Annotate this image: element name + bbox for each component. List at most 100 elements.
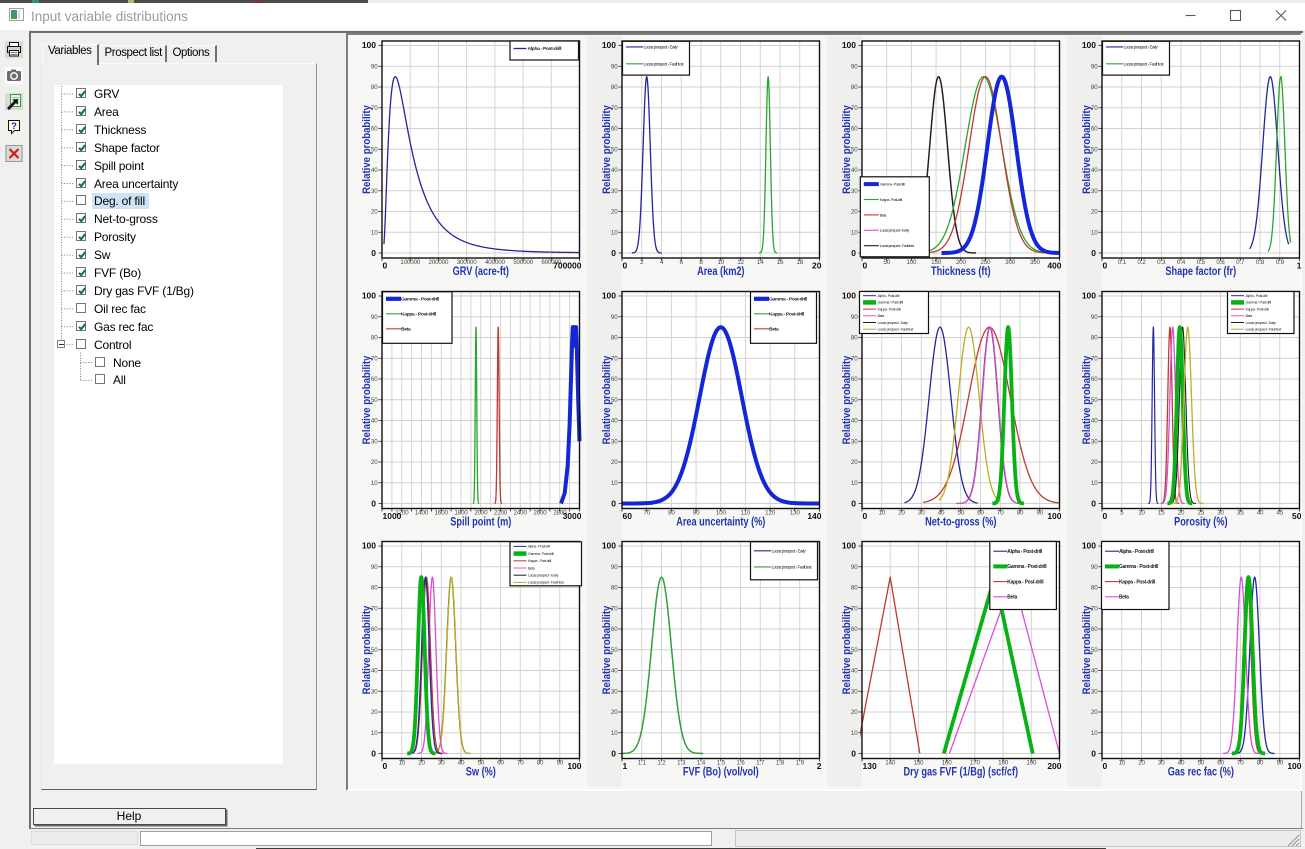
svg-text:Lucas prospect - Early: Lucas prospect - Early — [878, 321, 909, 325]
svg-text:2000: 2000 — [474, 510, 488, 517]
svg-text:0: 0 — [1091, 248, 1096, 258]
svg-text:Relative probability: Relative probability — [361, 355, 373, 444]
svg-text:80: 80 — [1017, 510, 1024, 517]
svg-text:Shape factor (fr): Shape factor (fr) — [1165, 265, 1236, 279]
svg-text:70: 70 — [1237, 760, 1244, 767]
svg-text:10: 10 — [611, 229, 618, 236]
svg-text:80: 80 — [611, 335, 618, 342]
svg-text:2400: 2400 — [514, 510, 528, 517]
svg-text:50: 50 — [883, 259, 890, 266]
svg-text:100: 100 — [602, 541, 616, 551]
svg-text:Kappa - Post-drill: Kappa - Post-drill — [880, 197, 902, 202]
svg-text:20: 20 — [371, 709, 378, 716]
svg-text:Sw (%): Sw (%) — [466, 765, 496, 779]
svg-text:10: 10 — [611, 730, 618, 737]
svg-text:40: 40 — [371, 418, 378, 425]
svg-text:Kappa - Post-drill: Kappa - Post-drill — [1007, 579, 1044, 585]
svg-text:50: 50 — [957, 510, 964, 517]
svg-text:1.6: 1.6 — [736, 760, 745, 767]
svg-text:50: 50 — [851, 397, 858, 404]
svg-text:100: 100 — [842, 541, 856, 551]
svg-text:Lucas prospect - Early: Lucas prospect - Early — [528, 574, 559, 578]
svg-text:200: 200 — [1047, 761, 1061, 771]
svg-text:50: 50 — [1197, 760, 1204, 767]
svg-text:Relative probability: Relative probability — [841, 605, 853, 694]
svg-text:100: 100 — [567, 761, 581, 771]
svg-text:60: 60 — [851, 376, 858, 383]
svg-text:10: 10 — [371, 229, 378, 236]
svg-text:Kappa - Post-drill: Kappa - Post-drill — [1246, 307, 1269, 311]
svg-text:60: 60 — [851, 626, 858, 633]
svg-text:1.1: 1.1 — [638, 760, 647, 767]
svg-text:30: 30 — [611, 689, 618, 696]
svg-text:80: 80 — [1091, 585, 1098, 592]
svg-text:60: 60 — [1091, 626, 1098, 633]
svg-text:0.7: 0.7 — [1236, 259, 1245, 266]
svg-text:70: 70 — [611, 355, 618, 362]
svg-text:70: 70 — [1091, 606, 1098, 613]
svg-text:250: 250 — [980, 259, 991, 266]
svg-text:Relative probability: Relative probability — [601, 605, 613, 694]
svg-text:30: 30 — [1091, 188, 1098, 195]
svg-text:Gamma - Post-drill: Gamma - Post-drill — [878, 301, 904, 305]
svg-text:30: 30 — [851, 438, 858, 445]
svg-text:90: 90 — [371, 314, 378, 321]
svg-text:20: 20 — [1091, 709, 1098, 716]
svg-text:Kappa - Post-drill: Kappa - Post-drill — [878, 307, 901, 311]
svg-text:100: 100 — [906, 259, 917, 266]
svg-text:100: 100 — [602, 40, 616, 50]
svg-text:40: 40 — [1178, 760, 1185, 767]
svg-text:150: 150 — [931, 259, 942, 266]
svg-text:40: 40 — [458, 760, 465, 767]
svg-text:Gamma - Post-drill: Gamma - Post-drill — [769, 297, 808, 303]
svg-text:Alpha - Post-drill: Alpha - Post-drill — [528, 46, 563, 52]
svg-text:Lucas prospect - Fault test: Lucas prospect - Fault test — [878, 328, 914, 332]
svg-text:Beta: Beta — [528, 566, 536, 570]
svg-text:Alpha - Post-drill: Alpha - Post-drill — [1007, 549, 1043, 555]
svg-text:20: 20 — [611, 459, 618, 466]
svg-text:30: 30 — [611, 188, 618, 195]
svg-text:40: 40 — [851, 167, 858, 174]
svg-text:70: 70 — [851, 355, 858, 362]
svg-text:Lucas prospect - Early: Lucas prospect - Early — [880, 228, 909, 233]
svg-text:40: 40 — [938, 510, 945, 517]
svg-text:10: 10 — [371, 730, 378, 737]
svg-text:60: 60 — [371, 126, 378, 133]
svg-text:Lucas prospect - Fault test: Lucas prospect - Fault test — [528, 581, 564, 585]
svg-text:Kappa - Post-drill: Kappa - Post-drill — [401, 312, 437, 318]
svg-text:90: 90 — [851, 63, 858, 70]
svg-text:1: 1 — [1297, 261, 1302, 271]
svg-text:80: 80 — [371, 335, 378, 342]
svg-text:100: 100 — [362, 541, 376, 551]
svg-text:0: 0 — [851, 248, 856, 258]
svg-text:80: 80 — [668, 510, 675, 517]
svg-text:200: 200 — [956, 259, 967, 266]
svg-text:50: 50 — [851, 146, 858, 153]
svg-text:12: 12 — [737, 259, 744, 266]
svg-text:30: 30 — [918, 510, 925, 517]
svg-text:1.9: 1.9 — [796, 760, 805, 767]
svg-text:50: 50 — [1091, 647, 1098, 654]
svg-text:Relative probability: Relative probability — [361, 605, 373, 694]
svg-text:Relative probability: Relative probability — [1081, 355, 1093, 444]
svg-text:Alpha - Post-drill: Alpha - Post-drill — [528, 545, 550, 549]
svg-text:170: 170 — [970, 760, 981, 767]
svg-text:30: 30 — [1091, 689, 1098, 696]
svg-text:80: 80 — [611, 585, 618, 592]
svg-text:1.3: 1.3 — [677, 760, 686, 767]
svg-text:20: 20 — [611, 209, 618, 216]
svg-text:60: 60 — [1091, 126, 1098, 133]
svg-text:50: 50 — [1091, 146, 1098, 153]
svg-text:20: 20 — [812, 261, 822, 271]
svg-text:1: 1 — [623, 761, 628, 771]
svg-text:100: 100 — [842, 40, 856, 50]
svg-text:40: 40 — [1091, 668, 1098, 675]
svg-text:20: 20 — [371, 459, 378, 466]
svg-text:700000: 700000 — [553, 261, 582, 271]
svg-text:300: 300 — [1005, 259, 1016, 266]
svg-text:60: 60 — [497, 760, 504, 767]
svg-text:0: 0 — [611, 748, 616, 758]
svg-text:1800: 1800 — [454, 510, 468, 517]
svg-text:80: 80 — [851, 84, 858, 91]
svg-text:600000: 600000 — [541, 259, 562, 266]
